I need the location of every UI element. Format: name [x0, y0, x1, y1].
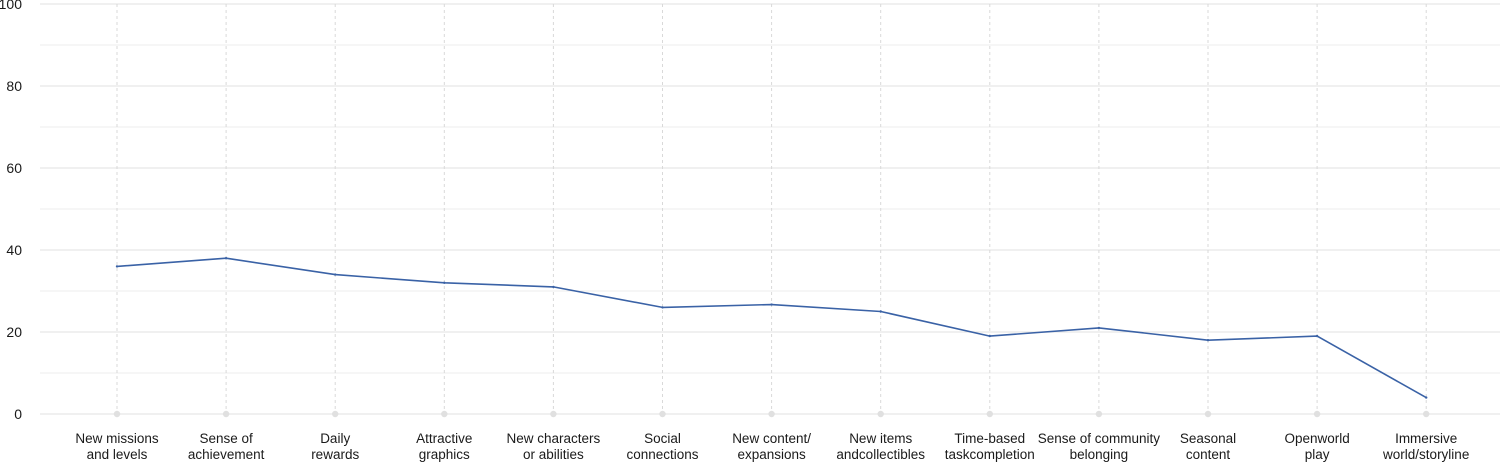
baseline-marker	[986, 410, 993, 418]
x-tick-label: Sense of community belonging	[1038, 431, 1161, 462]
series	[113, 257, 1430, 418]
baseline-marker	[441, 410, 448, 418]
x-tick-label: Sense of achievement	[188, 431, 265, 462]
x-tick-label: Daily rewards	[311, 431, 359, 462]
baseline-marker	[1423, 410, 1430, 418]
x-tick-label-line: Seasonal	[1180, 431, 1236, 446]
x-axis: New missions and levels Sense of achievemen…	[75, 431, 1469, 462]
baseline-marker	[332, 410, 339, 418]
x-tick-label: New items andcollectibles	[836, 431, 925, 462]
data-point	[334, 273, 337, 276]
x-tick-label: Social connections	[626, 431, 698, 462]
x-tick-label-line: New missions	[75, 431, 159, 446]
x-tick-label-line: andcollectibles	[836, 447, 925, 462]
x-tick-label: Immersive world/storyline	[1382, 431, 1469, 462]
x-tick-label-line: content	[1186, 447, 1231, 462]
x-tick-label: New content/expansions	[732, 431, 811, 462]
x-tick-label-line: Attractive	[416, 431, 472, 446]
x-tick-label-line: or abilities	[523, 447, 584, 462]
y-tick-label: 80	[6, 78, 22, 94]
data-point	[1315, 334, 1319, 338]
x-tick-label-line: Openworld	[1284, 431, 1349, 446]
x-tick-label-line: Sense of	[199, 431, 253, 446]
data-point	[224, 257, 228, 260]
y-tick-label: 20	[6, 324, 22, 340]
data-point	[1097, 326, 1101, 330]
data-point	[443, 281, 446, 284]
x-tick-label-line: Daily	[320, 431, 350, 446]
x-tick-label-line: New characters	[507, 431, 601, 446]
x-tick-label-line: Time-based	[954, 431, 1025, 446]
x-tick-label-line: New content/	[732, 431, 811, 446]
x-tick-label-line: taskcompletion	[945, 447, 1035, 462]
x-tick-label-line: and levels	[87, 447, 148, 462]
baseline-marker	[550, 410, 557, 418]
data-point	[879, 310, 882, 313]
y-tick-label: 60	[6, 160, 22, 176]
x-tick-label-line: New items	[849, 431, 912, 446]
x-tick-label: New missions and levels	[75, 431, 159, 462]
x-tick-label: Attractive graphics	[416, 431, 472, 462]
y-tick-label: 40	[6, 242, 22, 258]
x-tick-label-line: play	[1305, 447, 1330, 462]
baseline-marker	[1204, 410, 1212, 418]
x-tick-label: Time-based taskcompletion	[945, 431, 1035, 462]
baseline-marker	[113, 410, 121, 418]
y-tick-label: 100	[0, 0, 22, 12]
grid	[40, 3, 1500, 415]
baseline-marker	[1313, 410, 1321, 418]
x-tick-label-line: expansions	[737, 447, 806, 462]
baseline-marker	[659, 410, 666, 418]
y-axis: 0 20 40 60 80 100	[0, 0, 22, 422]
x-tick-label-line: Sense of community	[1038, 431, 1161, 446]
x-tick-label: New characters or abilities	[507, 431, 601, 462]
baseline-marker	[222, 410, 230, 418]
data-point	[1206, 339, 1210, 342]
baseline-marker	[1095, 410, 1103, 418]
baseline-marker	[877, 410, 884, 418]
x-tick-label-line: rewards	[311, 447, 359, 462]
data-point	[988, 334, 991, 338]
data-point	[552, 285, 555, 289]
x-tick-label: Seasonal content	[1180, 431, 1236, 462]
baseline-marker	[768, 410, 775, 418]
x-tick-label-line: graphics	[419, 447, 470, 462]
x-tick-label-line: connections	[626, 447, 698, 462]
x-tick-label-line: achievement	[188, 447, 265, 462]
data-point	[1425, 396, 1428, 399]
y-tick-label: 0	[14, 406, 22, 422]
data-point	[115, 265, 119, 268]
x-tick-label-line: Social	[644, 431, 681, 446]
data-point	[770, 303, 773, 306]
x-tick-label-line: belonging	[1070, 447, 1129, 462]
x-tick-label: Openworld play	[1284, 431, 1349, 462]
x-tick-label-line: Immersive	[1395, 431, 1457, 446]
x-tick-label-line: world/storyline	[1382, 447, 1469, 462]
data-point	[661, 306, 664, 309]
